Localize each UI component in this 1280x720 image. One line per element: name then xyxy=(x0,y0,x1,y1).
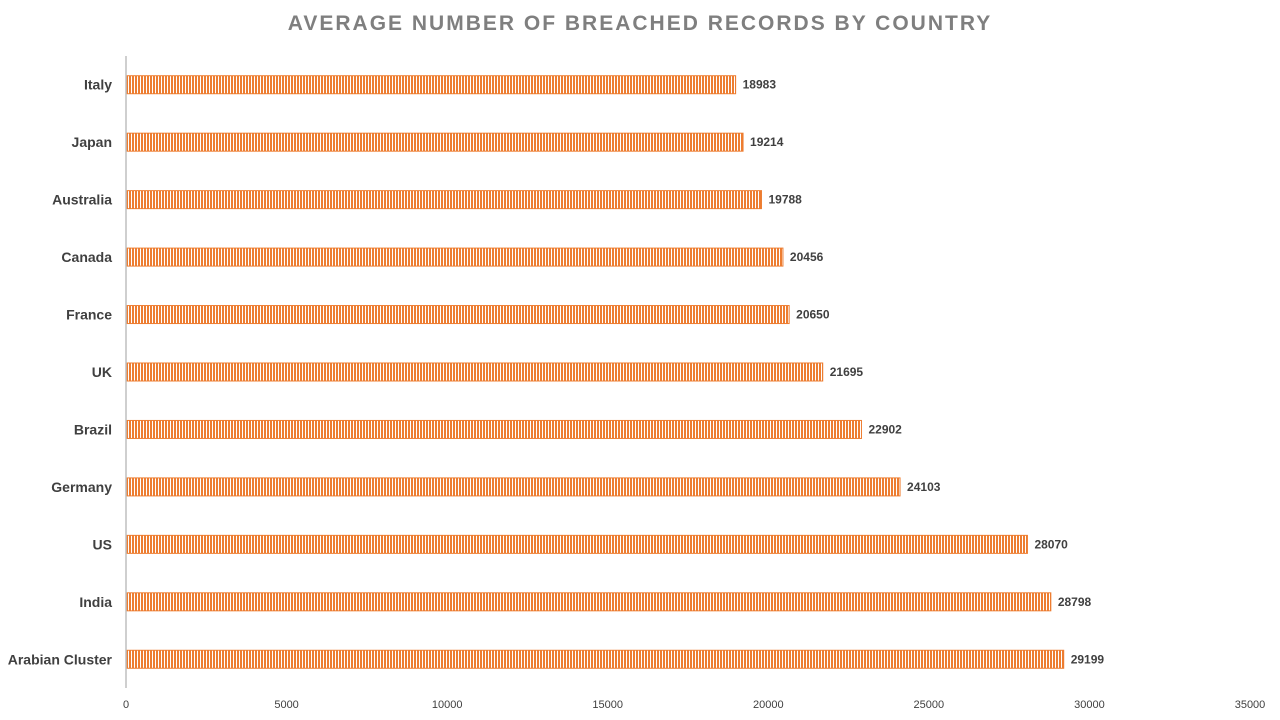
category-label-uk: UK xyxy=(92,364,112,380)
axis-layer: 0 5000 10000 15000 20000 25000 30000 35000 xyxy=(123,56,1265,711)
x-tick-label: 15000 xyxy=(592,699,623,711)
x-tick-label: 20000 xyxy=(753,699,784,711)
data-label-australia: 19788 xyxy=(768,193,802,207)
category-label-australia: Australia xyxy=(52,192,112,208)
category-label-brazil: Brazil xyxy=(74,421,112,437)
data-label-canada: 20456 xyxy=(790,250,824,264)
category-label-arabian-cluster: Arabian Cluster xyxy=(8,651,113,667)
x-tick-label: 30000 xyxy=(1074,699,1105,711)
data-label-france: 20650 xyxy=(796,308,830,322)
category-label-japan: Japan xyxy=(72,134,112,150)
category-label-italy: Italy xyxy=(84,77,112,93)
bar-uk xyxy=(125,362,824,382)
data-label-uk: 21695 xyxy=(830,365,864,379)
category-label-us: US xyxy=(93,536,112,552)
bar-arabian-cluster xyxy=(125,649,1065,669)
x-tick-label: 35000 xyxy=(1235,699,1266,711)
data-label-arabian-cluster: 29199 xyxy=(1071,652,1105,666)
bar-india xyxy=(125,592,1052,612)
data-label-italy: 18983 xyxy=(743,78,777,92)
x-tick-label: 5000 xyxy=(274,699,298,711)
bar-canada xyxy=(125,247,784,267)
data-label-us: 28070 xyxy=(1034,537,1068,551)
x-tick-label: 25000 xyxy=(914,699,945,711)
data-label-germany: 24103 xyxy=(907,480,941,494)
data-label-japan: 19214 xyxy=(750,135,784,149)
bar-brazil xyxy=(125,419,862,439)
data-label-india: 28798 xyxy=(1058,595,1092,609)
labels-layer: Italy 18983 Japan 19214 Australia 19788 Canada… xyxy=(8,77,1105,668)
category-label-canada: Canada xyxy=(61,249,112,265)
category-label-india: India xyxy=(79,594,112,610)
chart-title: AVERAGE NUMBER OF BREACHED RECORDS BY CO… xyxy=(287,12,993,35)
bar-japan xyxy=(125,132,744,152)
bar-us xyxy=(125,534,1028,554)
bar-france xyxy=(125,305,790,325)
category-label-germany: Germany xyxy=(51,479,112,495)
bar-australia xyxy=(125,190,762,210)
bar-germany xyxy=(125,477,901,497)
x-tick-label: 10000 xyxy=(432,699,463,711)
x-tick-label: 0 xyxy=(123,699,129,711)
bar-italy xyxy=(125,75,737,95)
bars-layer xyxy=(125,75,1065,669)
data-label-brazil: 22902 xyxy=(868,422,902,436)
category-label-france: France xyxy=(66,307,112,323)
